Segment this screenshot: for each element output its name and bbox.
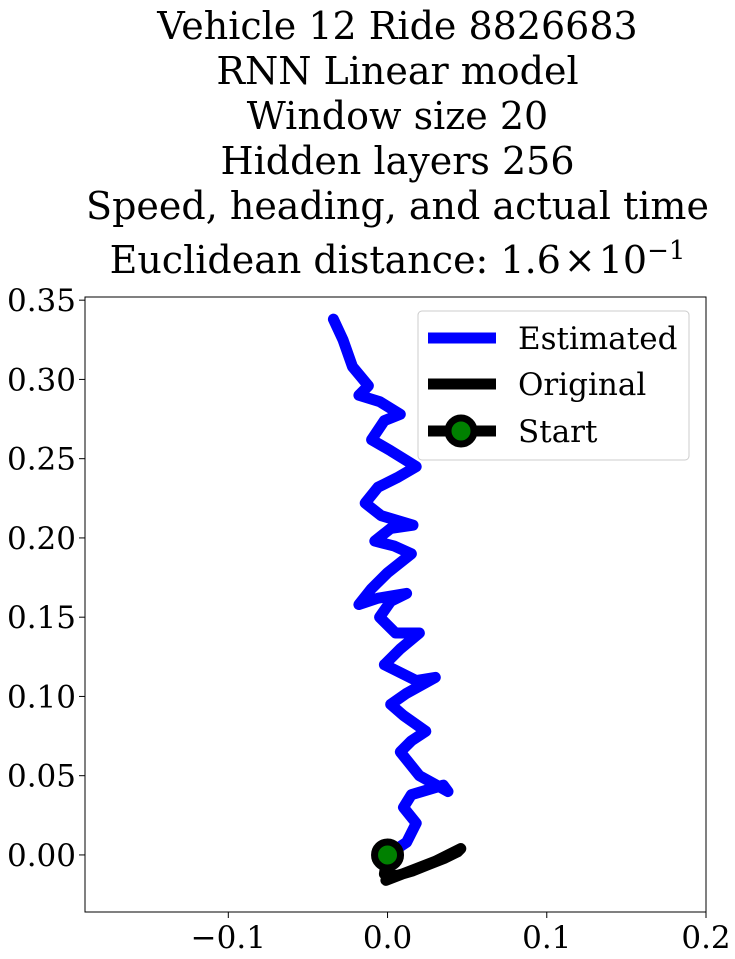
y-tick-label: 0.15 [7, 600, 76, 636]
title-line-features: Speed, heading, and actual time [86, 184, 709, 228]
distance-prefix: Euclidean distance: 1.6 [109, 238, 561, 282]
title-line-distance: Euclidean distance: 1.6×10−1 [0, 229, 735, 283]
legend-box [417, 310, 690, 461]
estimated-line [327, 313, 454, 861]
legend-original-label: Original [518, 367, 646, 403]
y-tick-label: 0.20 [7, 521, 76, 557]
legend-start-marker [444, 414, 478, 448]
legend-estimated-label: Estimated [518, 321, 677, 357]
x-ticks: −0.1 0.0 0.1 0.2 [191, 912, 731, 956]
chart-title: Vehicle 12 Ride 8826683 RNN Linear model… [0, 4, 735, 283]
distance-times: × [563, 238, 596, 282]
y-tick-label: 0.25 [7, 442, 76, 478]
x-tick-label: 0.0 [363, 920, 412, 956]
y-tick-label: 0.35 [7, 283, 76, 319]
y-tick-label: 0.05 [7, 759, 76, 795]
legend-start-label: Start [518, 414, 598, 450]
title-line-hidden-layers: Hidden layers 256 [220, 139, 575, 183]
title-line-model: RNN Linear model [216, 49, 579, 93]
x-tick-label: 0.1 [522, 920, 571, 956]
legend: Estimated Original Start [417, 310, 690, 461]
x-tick-label: 0.2 [681, 920, 730, 956]
y-tick-label: 0.30 [7, 362, 76, 398]
distance-exponent: −1 [647, 236, 686, 266]
start-point-marker [371, 838, 405, 872]
y-ticks: 0.00 0.05 0.10 0.15 0.20 0.25 0.30 0.35 [7, 283, 85, 874]
series-layer [327, 313, 467, 886]
plot-frame [84, 296, 707, 913]
original-line [378, 843, 467, 886]
title-line-window: Window size 20 [246, 94, 549, 138]
x-tick-label: −0.1 [191, 920, 266, 956]
title-line-vehicle: Vehicle 12 Ride 8826683 [157, 4, 638, 48]
y-tick-label: 0.10 [7, 679, 76, 715]
distance-base: 10 [598, 238, 648, 282]
y-tick-label: 0.00 [7, 838, 76, 874]
